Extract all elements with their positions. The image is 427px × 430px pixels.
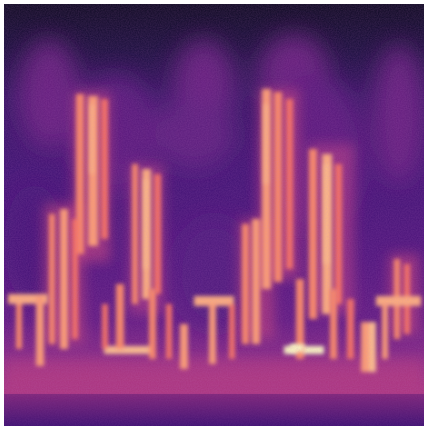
spectrogram-image [4,4,424,426]
noise-texture [4,4,424,426]
bottom-band [4,394,424,426]
